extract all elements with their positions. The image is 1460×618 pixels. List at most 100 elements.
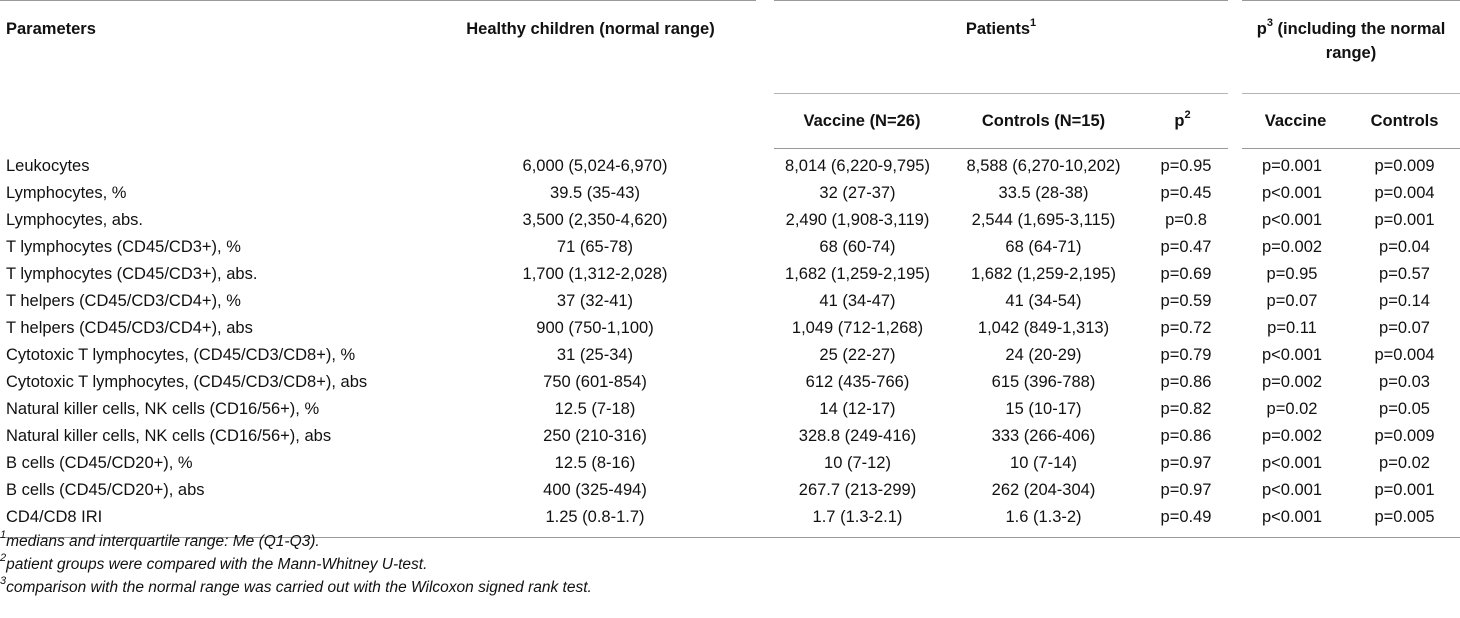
cell-vaccine: 328.8 (249-416) <box>798 427 917 445</box>
cell-p3-vaccine: p<0.001 <box>1261 184 1323 202</box>
cell-healthy: 750 (601-854) <box>543 373 647 391</box>
cell-healthy: 71 (65-78) <box>556 238 634 256</box>
cell-parameter: Natural killer cells, NK cells (CD16/56+… <box>6 400 320 418</box>
cell-p3-controls: p=0.57 <box>1379 265 1430 283</box>
footnote: 2patient groups were compared with the M… <box>0 551 592 576</box>
footnote: 3comparison with the normal range was ca… <box>0 574 592 599</box>
cell-p3-vaccine: p=0.07 <box>1266 292 1318 310</box>
cell-healthy: 31 (25-34) <box>556 346 634 364</box>
cell-controls: 68 (64-71) <box>1005 238 1082 256</box>
cell-p2: p=0.86 <box>1160 427 1212 445</box>
footnote-text: medians and interquartile range: Me (Q1-… <box>6 533 320 550</box>
cell-p3-vaccine: p<0.001 <box>1235 504 1350 538</box>
cell-controls: 24 (20-29) <box>1005 346 1082 364</box>
cell-p3-vaccine: p=0.02 <box>1266 400 1318 418</box>
cell-parameter: Lymphocytes, abs. <box>6 211 143 229</box>
cell-p2: p=0.86 <box>1160 373 1212 391</box>
cell-vaccine: 267.7 (213-299) <box>798 481 917 499</box>
footnote-text: comparison with the normal range was car… <box>6 579 592 596</box>
cell-vaccine: 25 (22-27) <box>819 346 896 364</box>
cell-p2: p=0.59 <box>1160 292 1212 310</box>
cell-controls: 1.6 (1.3-2) <box>950 504 1137 538</box>
cell-parameter: Cytotoxic T lymphocytes, (CD45/CD3/CD8+)… <box>6 373 368 391</box>
cell-p3-vaccine: p<0.001 <box>1261 454 1323 472</box>
cell-controls: 8,588 (6,270-10,202) <box>966 157 1121 175</box>
cell-p3-controls: p=0.05 <box>1379 400 1430 418</box>
cell-p2: p=0.47 <box>1160 238 1212 256</box>
header-controls: Controls (N=15) <box>950 93 1137 149</box>
table-row: Lymphocytes, % 39.5 (35-43) 32 (27-37) 33.5… <box>0 180 1460 207</box>
cell-controls: 1,682 (1,259-2,195) <box>971 265 1116 283</box>
footnote-marker: 3 <box>0 574 7 587</box>
table-row: Lymphocytes, abs. 3,500 (2,350-4,620) 2,49… <box>0 207 1460 234</box>
cell-p3-controls: p=0.02 <box>1379 454 1430 472</box>
cell-p3-controls: p=0.14 <box>1379 292 1430 310</box>
cell-vaccine: 10 (7-12) <box>824 454 891 472</box>
cell-healthy: 400 (325-494) <box>543 481 647 499</box>
cell-p3-vaccine: p<0.001 <box>1261 346 1323 364</box>
cell-healthy: 1.25 (0.8-1.7) <box>425 504 765 538</box>
cell-parameter: Lymphocytes, % <box>6 184 127 202</box>
cell-p3-controls: p=0.001 <box>1374 481 1435 499</box>
cell-p3-controls: p=0.001 <box>1374 211 1435 229</box>
footnote-marker: 1 <box>0 528 7 541</box>
cell-p2: p=0.45 <box>1160 184 1212 202</box>
table-row: B cells (CD45/CD20+), abs 400 (325-494) 26… <box>0 477 1460 504</box>
header-p2: p2 <box>1137 93 1236 149</box>
cell-p2: p=0.97 <box>1160 481 1212 499</box>
cell-p3-vaccine: p=0.95 <box>1266 265 1318 283</box>
cell-controls: 2,544 (1,695-3,115) <box>971 211 1116 229</box>
cell-vaccine: 612 (435-766) <box>805 373 910 391</box>
cell-p3-vaccine: p<0.001 <box>1261 481 1323 499</box>
cell-healthy: 3,500 (2,350-4,620) <box>522 211 668 229</box>
cell-parameter: T helpers (CD45/CD3/CD4+), % <box>6 292 241 310</box>
cell-p3-vaccine: p=0.11 <box>1267 319 1317 337</box>
table-row: Natural killer cells, NK cells (CD16/56+… <box>0 423 1460 450</box>
table-header: Parameters Healthy children (normal rang… <box>0 0 1460 149</box>
cell-vaccine: 1,682 (1,259-2,195) <box>785 265 930 283</box>
table-row: T lymphocytes (CD45/CD3+), abs. 1,700 (1,… <box>0 261 1460 288</box>
table-row: T helpers (CD45/CD3/CD4+), % 37 (32-41) 41… <box>0 288 1460 315</box>
footnote-marker: 1 <box>1030 16 1037 29</box>
footnote-marker: 2 <box>0 551 7 564</box>
cell-p3-controls: p=0.03 <box>1379 373 1430 391</box>
header-healthy-children: Healthy children (normal range) <box>466 20 715 38</box>
cell-healthy: 6,000 (5,024-6,970) <box>522 156 668 175</box>
cell-p3-controls: p=0.07 <box>1379 319 1430 337</box>
cell-p2: p=0.82 <box>1160 400 1212 418</box>
results-table: Parameters Healthy children (normal rang… <box>0 0 1460 538</box>
cell-healthy: 12.5 (7-18) <box>554 400 636 418</box>
cell-p3-controls: p=0.009 <box>1374 427 1435 445</box>
cell-p3-controls: p=0.005 <box>1349 504 1460 538</box>
footnote-text: patient groups were compared with the Ma… <box>6 556 428 573</box>
table-row: B cells (CD45/CD20+), % 12.5 (8-16) 10 (7-… <box>0 450 1460 477</box>
cell-vaccine: 8,014 (6,220-9,795) <box>785 157 930 175</box>
cell-controls: 10 (7-14) <box>1010 454 1077 472</box>
cell-controls: 262 (204-304) <box>991 481 1096 499</box>
table-row: Leukocytes 6,000 (5,024-6,970) 8,014 (6,22… <box>0 149 1460 181</box>
cell-controls: 1,042 (849-1,313) <box>977 319 1110 337</box>
cell-p3-controls: p=0.004 <box>1374 346 1435 364</box>
cell-healthy: 37 (32-41) <box>556 292 634 310</box>
cell-p3-controls: p=0.04 <box>1379 238 1430 256</box>
table-row: T helpers (CD45/CD3/CD4+), abs 900 (750-1… <box>0 315 1460 342</box>
cell-p2: p=0.95 <box>1160 157 1212 175</box>
cell-p2: p=0.79 <box>1160 346 1212 364</box>
cell-healthy: 39.5 (35-43) <box>550 184 640 202</box>
cell-healthy: 250 (210-316) <box>543 427 647 445</box>
cell-vaccine: 1,049 (712-1,268) <box>791 319 924 337</box>
cell-parameter: B cells (CD45/CD20+), % <box>6 454 193 472</box>
cell-vaccine: 1.7 (1.3-2.1) <box>765 504 950 538</box>
table-body: Leukocytes 6,000 (5,024-6,970) 8,014 (6,22… <box>0 149 1460 538</box>
cell-p2: p=0.72 <box>1160 319 1212 337</box>
table-row: Cytotoxic T lymphocytes, (CD45/CD3/CD8+)… <box>0 342 1460 369</box>
header-p3-vaccine: Vaccine <box>1228 93 1350 149</box>
cell-parameter: Cytotoxic T lymphocytes, (CD45/CD3/CD8+)… <box>6 346 356 364</box>
cell-healthy: 12.5 (8-16) <box>554 454 636 472</box>
cell-p3-vaccine: p=0.001 <box>1261 157 1323 175</box>
cell-parameter: Natural killer cells, NK cells (CD16/56+… <box>6 427 332 445</box>
header-p3: p3 (including the normal range) <box>1228 0 1460 94</box>
table-row: Natural killer cells, NK cells (CD16/56+… <box>0 396 1460 423</box>
cell-vaccine: 2,490 (1,908-3,119) <box>785 211 930 229</box>
cell-parameter: T helpers (CD45/CD3/CD4+), abs <box>6 319 253 337</box>
